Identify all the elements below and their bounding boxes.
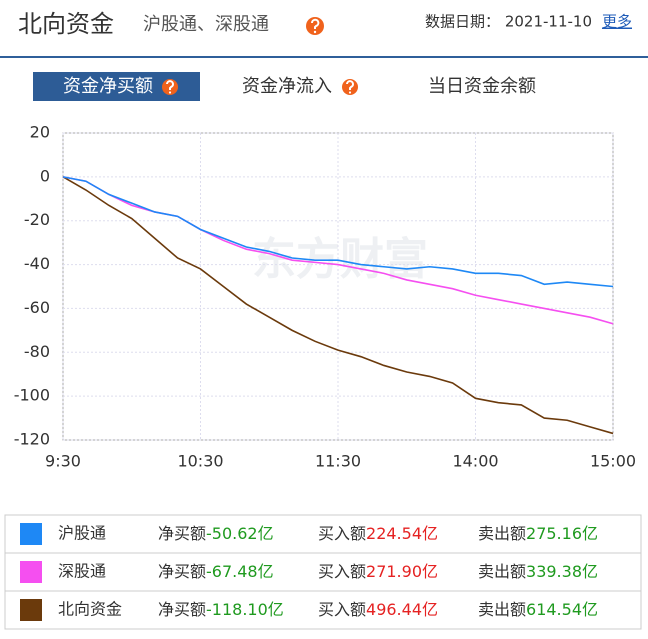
cell-label: 卖出额 [478, 562, 526, 581]
cell-value: -50.62亿 [206, 524, 274, 543]
y-tick-label: 20 [30, 123, 50, 142]
cell-value: 271.90亿 [366, 562, 438, 581]
help-icon[interactable] [342, 79, 358, 95]
title: 北向资金 [18, 10, 114, 38]
series-line [62, 176, 614, 288]
cell-label: 买入额 [318, 562, 366, 581]
y-tick-label: -20 [24, 210, 50, 229]
cell-value: 339.38亿 [526, 562, 598, 581]
cell-label: 买入额 [318, 524, 366, 543]
legend-swatch [20, 523, 42, 545]
y-tick-label: -120 [14, 430, 50, 449]
legend-cell: 买入额496.44亿 [318, 600, 438, 619]
more-link[interactable]: 更多 [602, 13, 632, 31]
date: 2021-11-10 [505, 13, 592, 31]
cell-value: 614.54亿 [526, 600, 598, 619]
legend-cell: 净买额-118.10亿 [158, 600, 284, 619]
legend-name: 深股通 [58, 562, 106, 581]
y-tick-label: -80 [24, 342, 50, 361]
y-tick-label: -100 [14, 386, 50, 405]
legend-cell: 买入额271.90亿 [318, 562, 438, 581]
series-line [62, 176, 614, 435]
legend-cell: 净买额-50.62亿 [158, 524, 274, 543]
legend-table [4, 514, 642, 630]
y-tick-label: -60 [24, 298, 50, 317]
help-icon[interactable] [162, 79, 178, 95]
x-tick-label: 14:00 [452, 452, 498, 471]
legend-swatch [20, 561, 42, 583]
legend-name: 沪股通 [58, 524, 106, 543]
cell-label: 净买额 [158, 524, 206, 543]
help-icon[interactable] [306, 17, 324, 35]
cell-value: -67.48亿 [206, 562, 274, 581]
cell-value: 275.16亿 [526, 524, 598, 543]
x-tick-label: 15:00 [590, 452, 636, 471]
legend-cell: 卖出额275.16亿 [478, 524, 598, 543]
y-tick-label: -40 [24, 254, 50, 273]
cell-label: 买入额 [318, 600, 366, 619]
legend-swatch [20, 599, 42, 621]
tab[interactable]: 当日资金余额 [428, 76, 536, 97]
x-tick-label: 11:30 [315, 452, 361, 471]
cell-label: 卖出额 [478, 600, 526, 619]
subtitle: 沪股通、深股通 [143, 14, 269, 35]
x-tick-label: 9:30 [45, 452, 81, 471]
legend-cell: 卖出额614.54亿 [478, 600, 598, 619]
cell-value: 496.44亿 [366, 600, 438, 619]
cell-label: 净买额 [158, 600, 206, 619]
date-label: 数据日期： [425, 13, 500, 31]
legend-name: 北向资金 [58, 600, 122, 619]
legend-cell: 买入额224.54亿 [318, 524, 438, 543]
cell-label: 卖出额 [478, 524, 526, 543]
y-tick-label: 0 [40, 166, 50, 185]
tab[interactable]: 资金净买额 [63, 76, 153, 97]
cell-value: 224.54亿 [366, 524, 438, 543]
cell-label: 净买额 [158, 562, 206, 581]
x-tick-label: 10:30 [177, 452, 223, 471]
tab[interactable]: 资金净流入 [242, 76, 332, 97]
cell-value: -118.10亿 [206, 600, 284, 619]
legend-cell: 净买额-67.48亿 [158, 562, 274, 581]
legend-cell: 卖出额339.38亿 [478, 562, 598, 581]
watermark: 东方财富 [252, 234, 428, 285]
